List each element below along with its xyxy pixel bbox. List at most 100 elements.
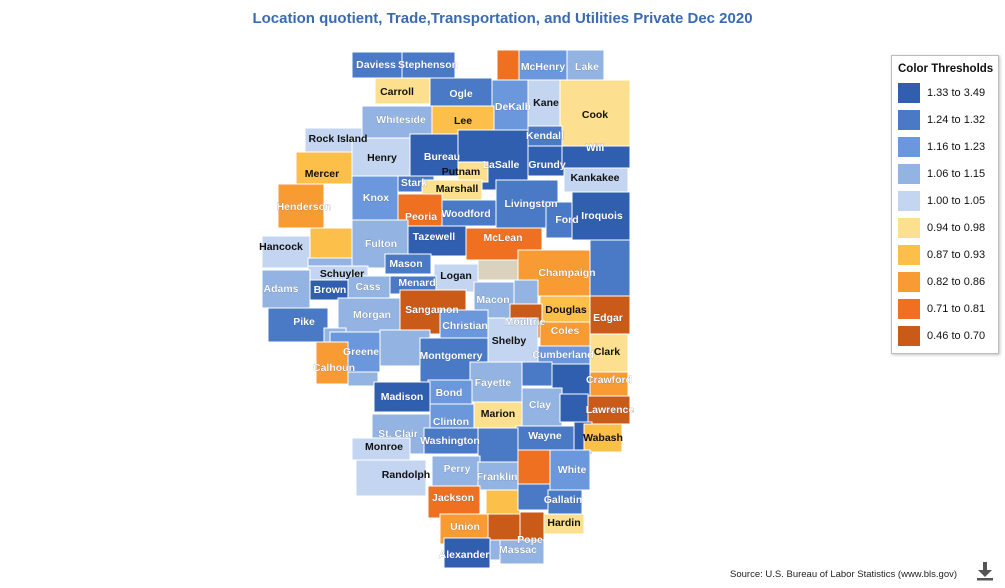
county-kankakee[interactable] [563,167,629,193]
county-bond[interactable] [427,379,473,405]
county-label: Gallatin [544,494,583,506]
county-jefferson[interactable] [477,427,519,463]
county-edgar[interactable] [589,295,631,335]
county-massac[interactable] [499,539,545,565]
county-morgan[interactable] [337,297,403,333]
county-label: Massac [499,544,537,556]
county-label: Mercer [305,168,339,180]
county-white[interactable] [549,449,591,491]
legend-item: 1.33 to 3.49 [898,79,998,106]
county-marion[interactable] [473,401,523,429]
county-pike[interactable] [267,307,329,343]
county-label: Clay [529,399,551,411]
county-madison[interactable] [373,381,431,413]
county-label: Livingston [504,198,557,210]
county-label: Union [450,521,480,533]
county-richland[interactable] [559,393,589,423]
county-vermilion[interactable] [589,239,631,299]
county-kane[interactable] [527,79,561,127]
county-dekalb[interactable] [491,79,529,131]
legend-item: 1.06 to 1.15 [898,160,998,187]
county-lake[interactable] [566,49,605,81]
county-label: White [558,464,587,476]
county-label: McHenry [521,61,566,73]
county-williamson[interactable] [485,489,521,517]
legend-item: 0.87 to 0.93 [898,241,998,268]
county-label: Lee [454,115,472,127]
legend-swatch [898,217,920,238]
county-label: Morgan [353,309,391,321]
county-saline[interactable] [517,483,551,511]
county-hancock[interactable] [261,235,311,269]
county-carroll[interactable] [374,77,431,105]
county-label: Marion [481,408,515,420]
county-ogle[interactable] [429,77,493,107]
county-lee[interactable] [431,105,495,135]
county-douglas[interactable] [539,295,591,323]
county-coles[interactable] [539,321,591,347]
county-label: Bureau [424,151,460,163]
county-cook[interactable] [559,79,631,147]
county-label: Bond [436,387,463,399]
county-mason[interactable] [384,253,432,275]
county-label: Ford [555,214,578,226]
legend-label: 1.24 to 1.32 [927,113,986,126]
county-label: DeKalb [495,101,531,113]
county-alexander[interactable] [443,537,491,569]
county-bureau[interactable] [409,133,459,177]
legend-swatch [898,325,920,346]
county-label: Henry [367,152,397,164]
county-label: Brown [314,284,347,296]
county-label: Calhoun [313,362,355,374]
county-gallatin[interactable] [547,489,583,517]
county-dewitt[interactable] [477,259,519,281]
county-franklin[interactable] [477,461,521,491]
county-label: Pike [293,316,315,328]
county-label: Montgomery [420,350,483,362]
legend-title: Color Thresholds [898,63,994,75]
county-label: Macon [476,294,509,306]
county-label: Wayne [528,430,562,442]
county-warren[interactable] [309,227,353,259]
map-title: Location quotient, Trade,Transportation,… [252,10,753,27]
legend-item: 1.00 to 1.05 [898,187,998,214]
legend-swatch [898,298,920,319]
county-shelby[interactable] [487,317,539,365]
county-clark[interactable] [589,333,629,373]
county-label: Daviess [356,59,396,71]
county-hardin[interactable] [543,513,585,535]
legend-swatch [898,82,920,103]
legend-swatch [898,109,920,130]
county-label: Madison [381,391,424,403]
county-label: Jackson [432,492,474,504]
county-label: Kendall [526,130,564,142]
county-tazewell[interactable] [407,225,467,257]
county-label: Kankakee [570,172,619,184]
download-icon[interactable] [974,560,996,582]
county-crawford[interactable] [589,371,629,397]
county-label: Cook [582,109,608,121]
county-iroquois[interactable] [571,191,631,241]
county-adams[interactable] [261,269,311,309]
county-grundy[interactable] [527,145,565,177]
county-calhoun[interactable] [315,341,349,385]
county-piatt[interactable] [513,279,539,305]
legend-swatch [898,244,920,265]
county-winnebago[interactable] [496,49,520,81]
legend-item: 1.24 to 1.32 [898,106,998,133]
county-mercer[interactable] [295,151,353,185]
county-woodford[interactable] [441,199,497,227]
county-henderson[interactable] [277,183,325,229]
county-label: Pope [517,534,543,546]
county-label: Shelby [492,335,527,347]
county-label: Putnam [442,166,481,178]
legend-swatch [898,190,920,211]
county-label: Champaign [538,267,595,279]
county-jersey[interactable] [347,371,379,387]
county-hamilton[interactable] [517,449,551,485]
legend-label: 0.87 to 0.93 [927,248,986,261]
county-lawrence[interactable] [587,395,631,425]
county-label: Clinton [433,416,469,428]
county-wabash[interactable] [583,423,623,453]
county-randolph[interactable] [355,459,427,497]
